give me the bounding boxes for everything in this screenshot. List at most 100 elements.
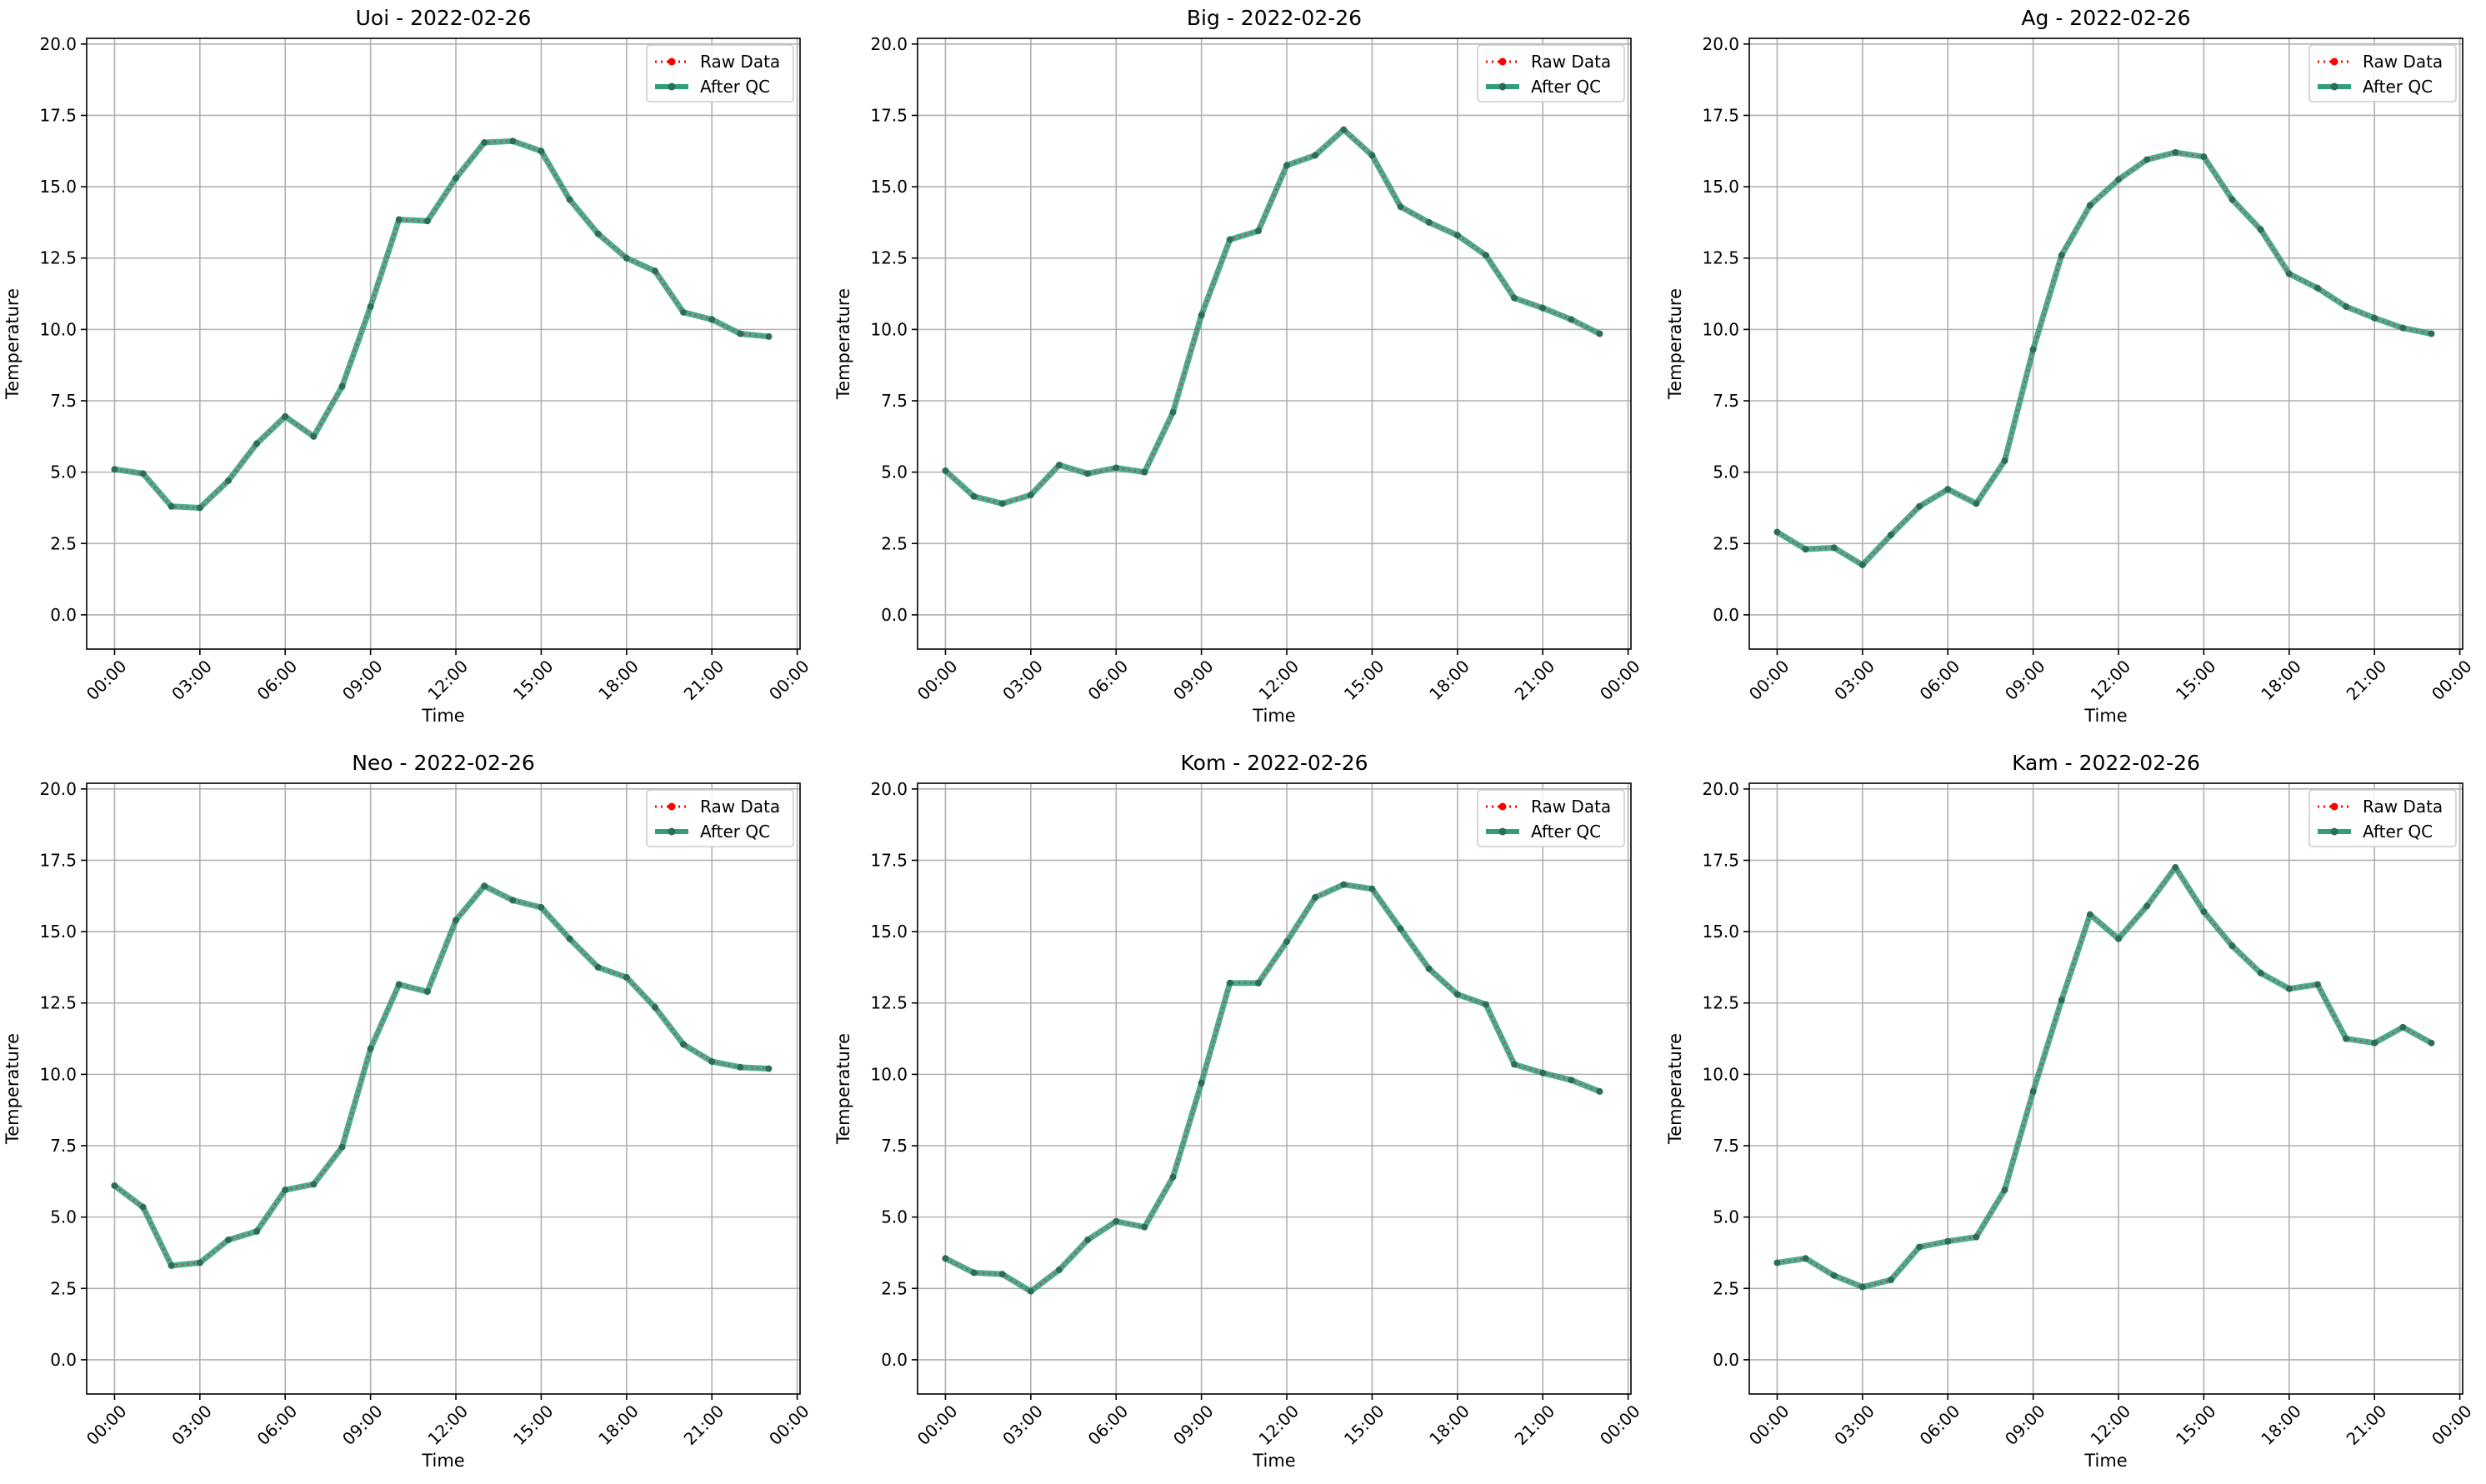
data-point <box>1973 1233 1980 1241</box>
chart-panel-5: 0.0 2.5 5.0 7.5 10.0 12.5 15.0 17.5 20.0 00:00 03:… <box>833 751 1644 1471</box>
data-point <box>970 1269 978 1277</box>
data-point <box>1397 925 1404 932</box>
data-point <box>2086 911 2093 918</box>
data-point <box>1887 531 1894 538</box>
data-point <box>367 302 374 310</box>
data-point <box>224 477 232 484</box>
legend: Raw Data After QC <box>646 789 794 847</box>
x-tick-label: 09:00 <box>1169 1401 1218 1449</box>
x-axis-label: Time <box>2083 1451 2127 1471</box>
y-tick-label: 15.0 <box>39 922 77 942</box>
axes-frame <box>917 37 1632 650</box>
y-tick-label: 2.5 <box>1713 533 1739 553</box>
y-tick-label: 20.0 <box>870 34 908 54</box>
data-point <box>1539 1069 1547 1077</box>
data-point <box>2058 252 2065 259</box>
y-axis-label: Temperature <box>3 1033 23 1145</box>
y-tick-label: 10.0 <box>1702 1064 1739 1084</box>
data-point <box>509 137 517 145</box>
x-tick-label: 00:00 <box>913 656 962 704</box>
data-point <box>139 1203 147 1211</box>
y-tick-label: 5.0 <box>1713 462 1739 482</box>
data-point <box>1482 252 1489 259</box>
x-tick-label: 06:00 <box>1084 656 1133 704</box>
x-tick-label: 15:00 <box>509 656 558 704</box>
y-tick-label: 5.0 <box>881 1207 908 1227</box>
data-point <box>1973 500 1980 507</box>
x-tick-label: 03:00 <box>1830 1401 1878 1449</box>
y-tick-label: 15.0 <box>1702 177 1739 197</box>
x-tick-label: 12:00 <box>423 1401 472 1449</box>
y-tick-label: 10.0 <box>870 1064 908 1084</box>
data-point <box>765 1065 773 1072</box>
series-line-after-qc <box>1775 149 2433 568</box>
data-point <box>998 1271 1006 1278</box>
legend-qc-label: After QC <box>2363 822 2433 842</box>
data-point <box>1425 965 1433 972</box>
legend-raw-marker <box>668 802 676 811</box>
legend-raw-label: Raw Data <box>2363 52 2443 72</box>
legend-raw-marker <box>2330 57 2338 66</box>
data-point <box>1055 1267 1063 1274</box>
data-point <box>423 217 431 225</box>
data-point <box>1944 1237 1952 1245</box>
series-line-raw-data <box>944 883 1600 1293</box>
data-point <box>111 1182 118 1189</box>
data-point <box>651 1003 658 1011</box>
legend-qc-label: After QC <box>700 77 770 97</box>
legend-raw-label: Raw Data <box>2363 797 2443 817</box>
data-point <box>1511 1061 1518 1068</box>
legend: Raw Data After QC <box>2308 789 2457 847</box>
legend-qc-label: After QC <box>1531 77 1601 97</box>
data-point <box>1027 1287 1034 1295</box>
x-tick-label: 00:00 <box>2428 656 2476 704</box>
x-tick-label: 03:00 <box>998 656 1047 704</box>
y-tick-label: 0.0 <box>50 605 77 625</box>
chart-title: Kom - 2022-02-26 <box>1181 751 1368 775</box>
x-tick-label: 06:00 <box>1084 1401 1133 1449</box>
y-tick-label: 17.5 <box>1702 105 1739 125</box>
x-tick-label: 00:00 <box>1745 1401 1793 1449</box>
x-tick-label: 00:00 <box>765 1401 813 1449</box>
data-point <box>2029 346 2037 353</box>
axes-frame <box>917 782 1632 1395</box>
axes-frame <box>86 782 801 1395</box>
data-point <box>708 316 716 323</box>
data-point <box>1055 462 1063 469</box>
data-point <box>196 1259 203 1267</box>
x-tick-label: 12:00 <box>2086 1401 2134 1449</box>
data-point <box>2001 1187 2008 1194</box>
data-point <box>2285 270 2293 277</box>
data-point <box>2313 284 2321 292</box>
y-axis-label: Temperature <box>1665 1033 1685 1145</box>
legend-raw-marker <box>1498 802 1507 811</box>
data-point <box>1511 294 1518 302</box>
x-tick-label: 09:00 <box>2001 1401 2049 1449</box>
data-point <box>1312 152 1319 159</box>
data-point <box>1254 979 1262 987</box>
data-point <box>1453 232 1461 239</box>
data-point <box>765 332 773 340</box>
data-point <box>1283 938 1291 946</box>
series-line-raw-data <box>114 140 769 509</box>
legend-qc-marker <box>1498 827 1507 836</box>
series-line-after-qc <box>113 882 769 1269</box>
y-tick-label: 0.0 <box>1713 605 1739 625</box>
legend-qc-marker <box>668 827 676 836</box>
data-point <box>2172 149 2179 157</box>
y-tick-label: 20.0 <box>870 779 908 799</box>
y-tick-label: 0.0 <box>881 1350 908 1370</box>
x-tick-label: 06:00 <box>253 656 302 704</box>
x-tick-label: 00:00 <box>1596 1401 1644 1449</box>
series-line-after-qc <box>943 882 1601 1295</box>
series-line-after-qc <box>943 127 1602 507</box>
x-tick-label: 00:00 <box>83 656 131 704</box>
x-tick-label: 12:00 <box>423 656 472 704</box>
y-tick-label: 5.0 <box>50 462 77 482</box>
data-point <box>168 1262 175 1269</box>
y-tick-label: 15.0 <box>1702 922 1739 942</box>
x-tick-label: 03:00 <box>168 1401 216 1449</box>
x-axis-label: Time <box>2083 706 2127 726</box>
chart-panel-1: 0.0 2.5 5.0 7.5 10.0 12.5 15.0 17.5 20.0 00:00 03:… <box>3 6 813 726</box>
